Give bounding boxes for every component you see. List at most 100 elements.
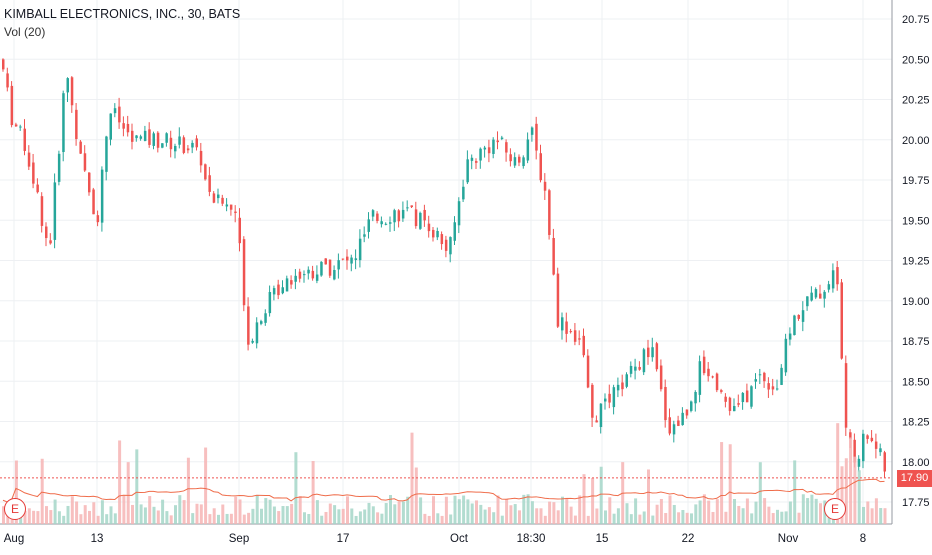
volume-bar bbox=[849, 437, 853, 524]
price-tick-label: 20.50 bbox=[902, 54, 930, 66]
volume-bar bbox=[122, 495, 126, 524]
volume-bar bbox=[32, 510, 36, 524]
candle-body bbox=[625, 374, 628, 387]
volume-bar bbox=[651, 515, 655, 524]
candle-body bbox=[195, 138, 198, 148]
candle-body bbox=[139, 136, 143, 139]
volume-bar bbox=[135, 449, 139, 524]
candle-body bbox=[453, 222, 456, 241]
candle-body bbox=[217, 194, 220, 199]
earnings-marker-icon[interactable]: E bbox=[4, 498, 26, 520]
volume-bar bbox=[801, 494, 805, 524]
candle-body bbox=[178, 136, 181, 145]
volume-bar bbox=[380, 513, 384, 524]
candle-body bbox=[410, 205, 413, 208]
candle-body bbox=[801, 310, 805, 322]
volume-bar bbox=[436, 513, 440, 524]
candle-body bbox=[462, 186, 465, 200]
candle-body bbox=[268, 292, 272, 314]
candle-body bbox=[88, 172, 91, 193]
candle-body bbox=[642, 349, 646, 373]
volume-bar bbox=[62, 515, 66, 524]
candle-body bbox=[530, 127, 534, 135]
candle-body bbox=[358, 238, 362, 261]
volume-bar bbox=[195, 503, 199, 524]
candle-body bbox=[715, 373, 719, 391]
volume-bar bbox=[509, 505, 513, 524]
candle-body bbox=[853, 439, 856, 463]
candle-body bbox=[750, 386, 753, 407]
time-tick-label: 15 bbox=[596, 533, 609, 545]
volume-bar bbox=[165, 511, 169, 524]
candle-body bbox=[831, 270, 835, 289]
candle-body bbox=[57, 153, 61, 182]
volume-bar bbox=[139, 504, 143, 524]
volume-bar bbox=[324, 511, 328, 524]
candle-body bbox=[23, 128, 26, 151]
volume-bar bbox=[870, 508, 874, 524]
candle-body bbox=[10, 85, 14, 126]
candle-body bbox=[806, 296, 809, 307]
volume-bar bbox=[500, 515, 504, 524]
volume-indicator-label[interactable]: Vol (20) bbox=[4, 25, 46, 39]
candle-body bbox=[599, 403, 603, 428]
time-tick-label: Sep bbox=[229, 533, 249, 545]
symbol-title[interactable]: KIMBALL ELECTRONICS, INC., 30, BATS bbox=[4, 7, 241, 21]
volume-bar bbox=[363, 509, 367, 524]
volume-bar bbox=[505, 499, 509, 524]
volume-bar bbox=[552, 502, 556, 524]
volume-bar bbox=[715, 499, 719, 524]
candle-body bbox=[45, 226, 48, 239]
candle-body bbox=[849, 432, 852, 440]
volume-bar bbox=[539, 508, 543, 524]
candle-body bbox=[191, 142, 194, 148]
time-tick-label: Aug bbox=[4, 533, 24, 545]
volume-bar bbox=[616, 508, 620, 524]
volume-bar bbox=[208, 514, 212, 524]
volume-bar bbox=[88, 510, 91, 524]
candle-body bbox=[784, 338, 788, 373]
volume-bar bbox=[758, 462, 762, 524]
volume-bar bbox=[143, 507, 147, 524]
candle-body bbox=[840, 282, 843, 359]
volume-bar bbox=[754, 501, 758, 524]
price-tick-label: 19.00 bbox=[902, 296, 930, 308]
volume-bar bbox=[453, 495, 457, 524]
volume-bar bbox=[668, 495, 672, 524]
candle-body bbox=[844, 363, 848, 428]
candle-body bbox=[866, 435, 869, 439]
volume-bar bbox=[634, 498, 638, 524]
volume-bar bbox=[655, 504, 659, 524]
volume-bar bbox=[217, 514, 220, 524]
candle-body bbox=[470, 157, 474, 161]
candle-body bbox=[161, 143, 164, 148]
volume-bar bbox=[483, 509, 487, 524]
volume-bar bbox=[83, 505, 87, 524]
volume-bar bbox=[707, 500, 711, 524]
candle-body bbox=[66, 78, 69, 93]
candle-body bbox=[260, 321, 263, 324]
volume-bar bbox=[113, 513, 117, 524]
price-tick-label: 20.25 bbox=[902, 95, 930, 107]
candle-body bbox=[556, 273, 560, 327]
price-tick-label: 18.50 bbox=[902, 376, 930, 388]
volume-bar bbox=[591, 477, 595, 524]
candle-body bbox=[870, 437, 874, 442]
volume-bar bbox=[79, 514, 83, 524]
candle-body bbox=[819, 293, 822, 299]
volume-bar bbox=[741, 508, 745, 524]
candle-body bbox=[754, 379, 757, 382]
candle-body bbox=[565, 321, 568, 334]
candle-body bbox=[457, 201, 461, 226]
volume-bar bbox=[518, 510, 521, 524]
volume-bar bbox=[659, 498, 663, 524]
candle-body bbox=[535, 123, 538, 151]
earnings-marker-icon[interactable]: E bbox=[824, 498, 846, 520]
candle-body bbox=[53, 182, 57, 240]
volume-bar bbox=[457, 499, 461, 524]
volume-bar bbox=[221, 504, 225, 524]
volume-bar bbox=[14, 460, 18, 524]
candle-body bbox=[509, 154, 512, 162]
